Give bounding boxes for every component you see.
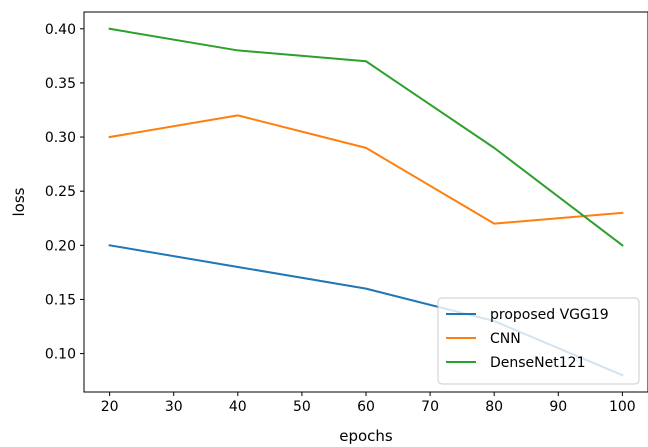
x-axis-label: epochs	[339, 427, 393, 445]
x-tick-label: 70	[421, 399, 439, 415]
y-tick-label: 0.10	[45, 347, 76, 363]
legend-label: CNN	[490, 331, 521, 347]
x-tick-label: 20	[101, 399, 119, 415]
legend-label: proposed VGG19	[490, 307, 609, 323]
y-tick-label: 0.40	[45, 22, 76, 38]
y-tick-label: 0.30	[45, 130, 76, 146]
y-tick-label: 0.35	[45, 76, 76, 92]
legend-box	[437, 297, 640, 385]
x-tick-label: 60	[357, 399, 375, 415]
y-tick-label: 0.20	[45, 238, 76, 254]
y-tick-label: 0.15	[45, 292, 76, 308]
x-tick-label: 90	[549, 399, 567, 415]
y-axis: 0.10 0.15 0.20 0.25 0.30 0.35 0.40	[45, 22, 84, 363]
x-tick-label: 50	[293, 399, 311, 415]
series-line-3	[108, 27, 624, 247]
legend-label: DenseNet121	[490, 355, 585, 371]
x-tick-label: 100	[609, 399, 636, 415]
y-tick-label: 0.25	[45, 184, 76, 200]
x-tick-label: 40	[229, 399, 247, 415]
x-tick-label: 80	[485, 399, 503, 415]
x-axis: 20 30 40 50 60 70 80 90 100	[101, 392, 636, 415]
x-tick-label: 30	[165, 399, 183, 415]
y-axis-label: loss	[10, 187, 28, 216]
series-line-2	[108, 114, 624, 225]
legend: proposed VGG19 CNN DenseNet121	[437, 297, 640, 385]
